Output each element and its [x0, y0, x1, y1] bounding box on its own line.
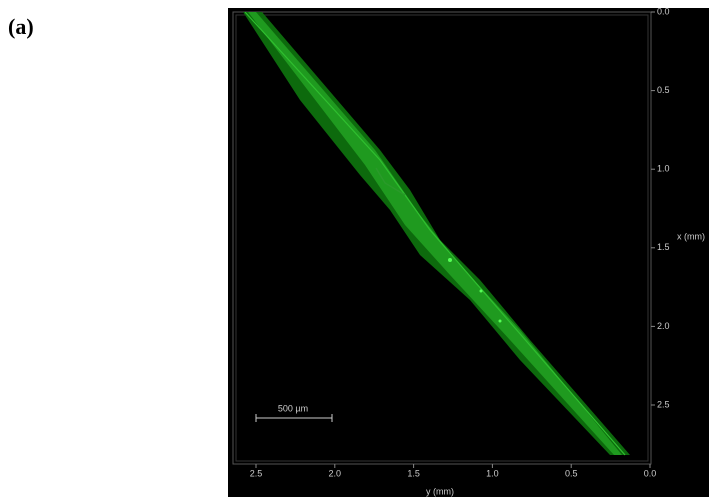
x-tick-label: 0.5	[565, 468, 578, 478]
right-tick-label: 1.5	[657, 242, 670, 252]
right-tick-label: 2.0	[657, 321, 670, 331]
x-tick-label: 1.5	[407, 468, 420, 478]
right-tick-label: 1.0	[657, 164, 670, 174]
right-tick-label: 0.5	[657, 85, 670, 95]
x-tick-label: 2.5	[250, 468, 263, 478]
right-tick-label: 0.0	[657, 6, 670, 16]
panel-label: (a)	[8, 14, 34, 39]
right-tick-label: 2.5	[657, 399, 670, 409]
scale-bar-label: 500 µm	[278, 403, 308, 413]
frame	[232, 11, 652, 465]
x-tick-label: 1.0	[486, 468, 499, 478]
x-axis-label: y (mm)	[426, 486, 454, 496]
fiber-bundle	[243, 11, 630, 456]
frame-inner	[235, 14, 649, 462]
x-tick-label: 2.0	[329, 468, 342, 478]
scale-bar	[255, 414, 333, 422]
right-axis-label: x (mm)	[677, 231, 705, 241]
x-tick-label: 0.0	[644, 468, 657, 478]
